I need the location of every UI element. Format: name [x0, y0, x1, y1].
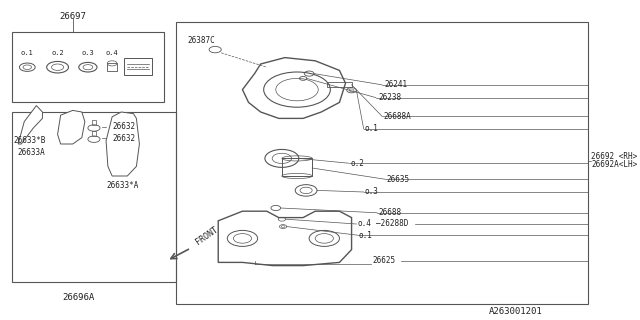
- Polygon shape: [243, 58, 346, 118]
- Text: o.2: o.2: [51, 50, 64, 56]
- Bar: [176, 22, 588, 304]
- Text: 26696A: 26696A: [63, 293, 95, 302]
- Bar: [124, 58, 152, 75]
- Polygon shape: [106, 112, 140, 176]
- Text: 26688: 26688: [379, 208, 402, 217]
- Text: —26288D: —26288D: [376, 220, 408, 228]
- Bar: [92, 120, 97, 125]
- Bar: [108, 63, 117, 71]
- Text: 26241: 26241: [385, 80, 408, 89]
- Text: 26688A: 26688A: [383, 112, 411, 121]
- Bar: [12, 32, 164, 102]
- Text: o.3: o.3: [81, 50, 94, 56]
- Bar: [282, 158, 312, 176]
- Text: o.4: o.4: [106, 50, 118, 56]
- Text: 26632: 26632: [112, 122, 135, 131]
- Text: o.1: o.1: [365, 124, 379, 133]
- Text: o.1: o.1: [21, 50, 34, 56]
- Text: 26697: 26697: [60, 12, 86, 20]
- Text: o.3: o.3: [365, 188, 379, 196]
- Text: 26387C: 26387C: [188, 36, 216, 44]
- Bar: [327, 82, 351, 87]
- Text: 26632: 26632: [112, 134, 135, 143]
- Text: o.4: o.4: [358, 220, 371, 228]
- Text: 26635: 26635: [386, 175, 409, 184]
- Text: A263001201: A263001201: [488, 308, 542, 316]
- Polygon shape: [18, 106, 42, 144]
- Text: 26625: 26625: [372, 256, 396, 265]
- Text: 26238: 26238: [379, 93, 402, 102]
- Text: 26633A: 26633A: [17, 148, 45, 156]
- Text: 26692A<LH>: 26692A<LH>: [591, 160, 637, 169]
- Polygon shape: [58, 110, 85, 144]
- Bar: [92, 131, 97, 136]
- Text: 26692 <RH>: 26692 <RH>: [591, 152, 637, 161]
- Bar: [12, 112, 176, 282]
- Text: 26633*B: 26633*B: [13, 136, 45, 145]
- Text: FRONT: FRONT: [194, 225, 220, 246]
- Text: o.1: o.1: [359, 231, 372, 240]
- Text: o.2: o.2: [350, 159, 364, 168]
- Text: 26633*A: 26633*A: [106, 181, 138, 190]
- Polygon shape: [218, 211, 351, 266]
